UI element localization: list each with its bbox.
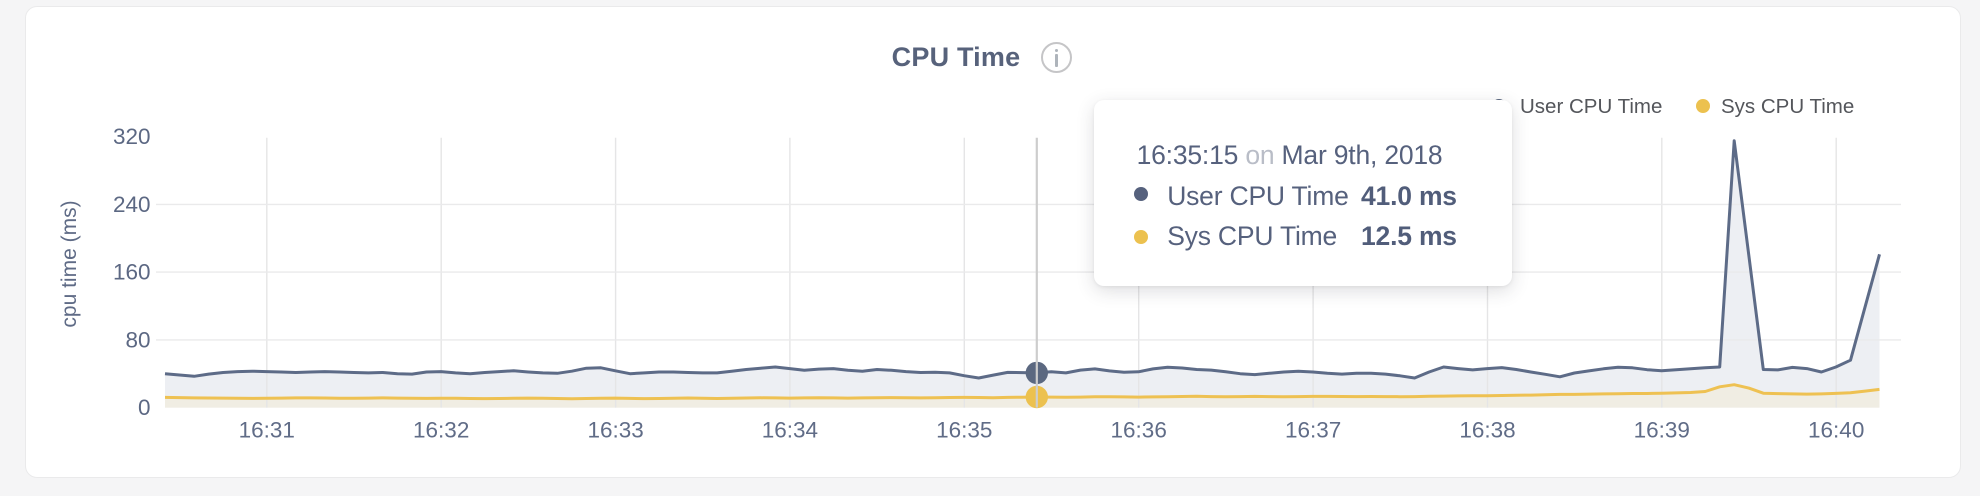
- svg-text:16:35: 16:35: [936, 418, 992, 443]
- svg-text:16:40: 16:40: [1808, 418, 1864, 443]
- svg-text:cpu time (ms): cpu time (ms): [58, 200, 81, 327]
- svg-text:160: 160: [113, 260, 151, 285]
- svg-text:16:32: 16:32: [413, 418, 469, 443]
- svg-text:0: 0: [138, 395, 151, 420]
- svg-text:16:36: 16:36: [1111, 418, 1167, 443]
- svg-text:16:33: 16:33: [587, 418, 643, 443]
- svg-text:240: 240: [113, 192, 151, 217]
- svg-text:320: 320: [113, 124, 151, 149]
- svg-text:16:38: 16:38: [1459, 418, 1515, 443]
- svg-text:16:37: 16:37: [1285, 418, 1341, 443]
- svg-text:16:31: 16:31: [239, 418, 295, 443]
- svg-text:16:34: 16:34: [762, 418, 818, 443]
- svg-text:80: 80: [125, 327, 150, 352]
- svg-text:16:39: 16:39: [1634, 418, 1690, 443]
